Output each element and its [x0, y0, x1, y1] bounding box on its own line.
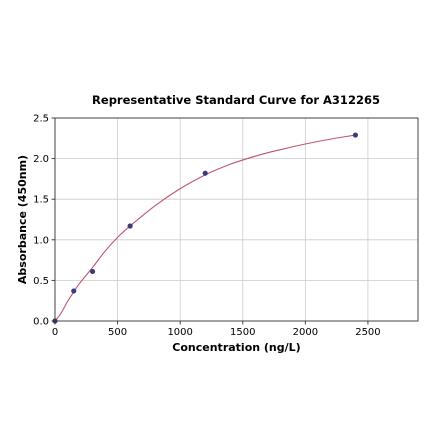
data-point	[127, 223, 133, 229]
x-tick-label: 0	[52, 327, 58, 338]
data-point	[202, 170, 208, 176]
y-tick-label: 0.0	[33, 317, 49, 328]
x-tick-label: 2500	[355, 327, 380, 338]
plot-frame	[54, 117, 419, 322]
y-tick-label: 1.0	[33, 235, 49, 246]
fit-curve-line	[54, 134, 356, 322]
y-tick-label: 1.5	[33, 195, 49, 206]
chart-title: Representative Standard Curve for A31226…	[92, 93, 380, 107]
data-point	[352, 132, 359, 138]
grid-lines	[54, 117, 418, 322]
fit-curve-layer	[54, 134, 356, 322]
y-tick-label: 0.5	[33, 276, 49, 287]
x-axis-ticks: 0 500 1000 1500 2000 2500	[52, 321, 381, 338]
data-point	[89, 268, 96, 275]
data-point	[71, 288, 77, 294]
y-tick-label: 2.5	[33, 114, 49, 125]
y-axis-label: Absorbance (450nm)	[16, 155, 29, 284]
x-tick-label: 500	[108, 327, 127, 338]
x-tick-label: 1500	[230, 327, 255, 338]
x-axis-label: Concentration (ng/L)	[172, 341, 300, 354]
x-tick-label: 2000	[293, 327, 318, 338]
x-tick-label: 1000	[167, 327, 192, 338]
y-axis-ticks: 0.0 0.5 1.0 1.5 2.0 2.5	[33, 114, 55, 328]
y-tick-label: 2.0	[33, 154, 49, 165]
data-points-layer	[52, 132, 359, 324]
